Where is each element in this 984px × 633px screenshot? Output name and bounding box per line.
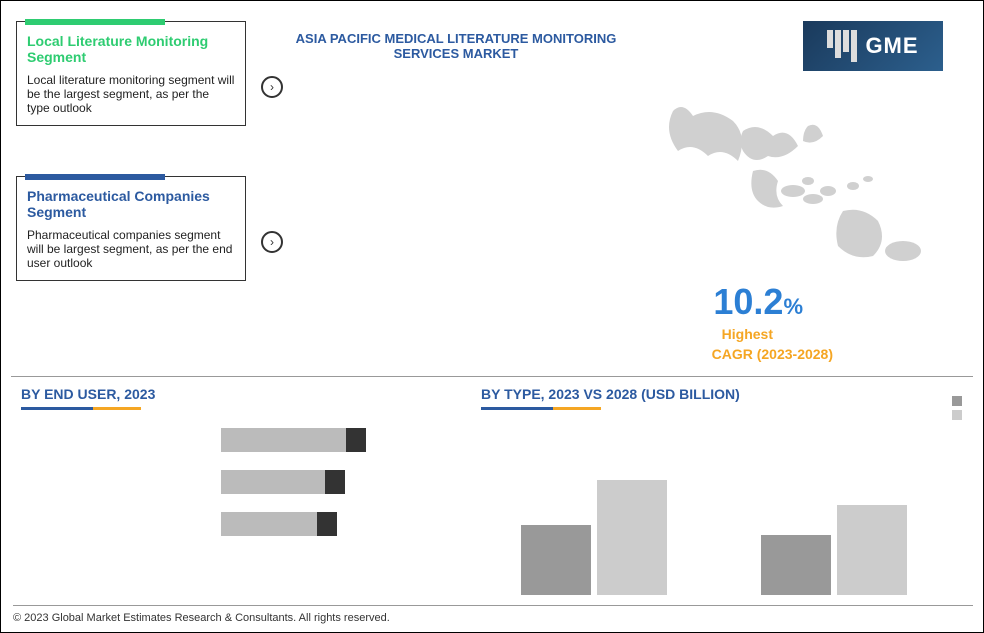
segment-box-1: Local Literature Monitoring Segment Loca… [16, 21, 246, 126]
chart-right-underline [481, 407, 601, 410]
chevron-right-icon: › [261, 76, 283, 98]
chart-left-title: BY END USER, 2023 [21, 386, 461, 402]
end-user-bar [221, 512, 461, 536]
cagr-value: 10.2% [713, 281, 803, 323]
logo-text: GME [865, 33, 918, 59]
chart-right-title: BY TYPE, 2023 VS 2028 (USD BILLION) [481, 386, 951, 402]
cagr-label-period: CAGR (2023-2028) [712, 346, 833, 362]
end-user-bar [221, 428, 461, 452]
box1-title: Local Literature Monitoring Segment [17, 25, 245, 69]
logo-bars-icon [827, 30, 857, 62]
gme-logo: GME [803, 21, 943, 71]
main-title: ASIA PACIFIC MEDICAL LITERATURE MONITORI… [281, 31, 631, 61]
chart-by-end-user: BY END USER, 2023 [21, 386, 461, 536]
cagr-number: 10.2 [713, 281, 783, 322]
infographic-container: ASIA PACIFIC MEDICAL LITERATURE MONITORI… [0, 0, 984, 633]
type-bar-group [521, 480, 667, 595]
box2-title: Pharmaceutical Companies Segment [17, 180, 245, 224]
asia-pacific-map-icon [653, 91, 943, 271]
cagr-label-highest: Highest [722, 326, 773, 342]
box2-body: Pharmaceutical companies segment will be… [17, 224, 245, 280]
chart-left-underline [21, 407, 141, 410]
box1-body: Local literature monitoring segment will… [17, 69, 245, 125]
legend-item [952, 410, 968, 420]
cagr-percent-sign: % [783, 294, 803, 319]
copyright-text: © 2023 Global Market Estimates Research … [13, 605, 973, 624]
segment-box-2: Pharmaceutical Companies Segment Pharmac… [16, 176, 246, 281]
chevron-right-icon: › [261, 231, 283, 253]
type-bar-group [761, 505, 907, 595]
chart-by-type: BY TYPE, 2023 VS 2028 (USD BILLION) [481, 386, 951, 595]
end-user-bar [221, 470, 461, 494]
legend [952, 396, 968, 424]
legend-item [952, 396, 968, 406]
